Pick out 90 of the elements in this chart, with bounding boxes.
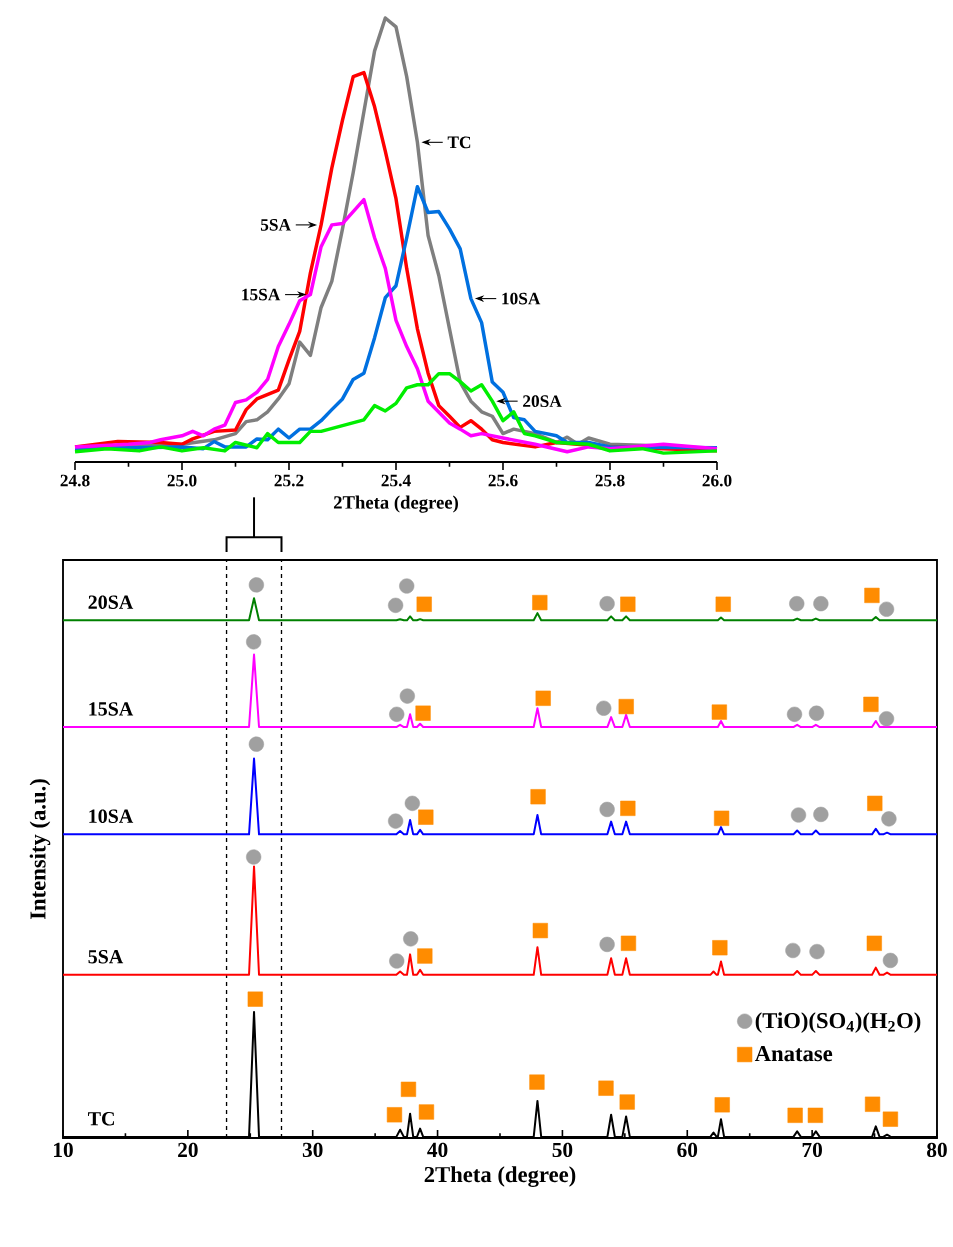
point — [404, 795, 420, 811]
point — [864, 587, 880, 603]
point — [599, 801, 615, 818]
point — [247, 991, 263, 1007]
point — [417, 948, 433, 964]
point — [403, 931, 419, 947]
point — [596, 700, 612, 716]
point — [882, 1111, 899, 1127]
point — [246, 634, 262, 650]
x-tick-label: 25.0 — [167, 474, 197, 487]
series-label: TC — [88, 1112, 114, 1126]
point — [620, 800, 636, 816]
series-label: 5SA — [260, 219, 291, 231]
point — [418, 809, 434, 825]
point — [389, 706, 405, 722]
point — [535, 690, 551, 706]
point — [878, 711, 895, 727]
point — [619, 1094, 635, 1110]
series-label: 15SA — [89, 702, 134, 716]
point — [714, 1097, 730, 1113]
x-tick-label: 10 — [54, 1142, 73, 1158]
x-tick-label: 25.8 — [595, 474, 625, 487]
point — [530, 789, 546, 805]
x-tick-label: 25.4 — [381, 474, 411, 487]
point — [399, 578, 415, 594]
point — [867, 795, 883, 811]
series-label: 20SA — [523, 395, 562, 408]
point — [787, 1107, 803, 1123]
series-label: 5SA — [88, 950, 124, 964]
point — [714, 810, 730, 826]
point — [416, 596, 432, 612]
x-tick-label: 25.2 — [274, 474, 304, 487]
legend-label: (TiO)(SO$_{4}$)(H$_{2}$O) — [755, 1012, 921, 1033]
point — [529, 1074, 545, 1090]
point — [712, 940, 728, 956]
point — [866, 935, 882, 951]
x-tick-label: 70 — [802, 1142, 822, 1158]
point — [598, 1080, 614, 1096]
x-tick-label: 26.0 — [702, 474, 732, 487]
series-label: 20SA — [88, 595, 134, 609]
point — [599, 936, 615, 953]
point — [807, 1107, 823, 1123]
point — [881, 811, 897, 827]
point — [246, 849, 262, 865]
x-tick-label: 20 — [178, 1142, 198, 1158]
x-tick-label: 60 — [677, 1142, 698, 1158]
point — [386, 1107, 403, 1123]
x-axis-title: 2Theta (degree) — [333, 495, 458, 513]
x-tick-label: 25.6 — [488, 474, 518, 487]
x-tick-label: 30 — [302, 1142, 323, 1158]
point — [620, 596, 636, 612]
x-tick-label: 80 — [927, 1142, 947, 1158]
point — [388, 597, 404, 613]
point — [864, 1096, 881, 1112]
series-label: 10SA — [89, 809, 134, 823]
y-axis-title: Intensity (a.u.) — [29, 779, 51, 920]
point — [813, 596, 829, 612]
point — [808, 705, 825, 721]
point — [400, 1081, 417, 1097]
point — [711, 704, 727, 720]
point — [389, 953, 405, 969]
point — [399, 688, 415, 704]
point — [618, 698, 634, 715]
legend-label: Anatase — [754, 1046, 833, 1062]
point — [786, 706, 803, 722]
point — [532, 922, 548, 939]
x-tick-label: 50 — [552, 1142, 573, 1158]
x-tick-label: 40 — [427, 1142, 448, 1158]
point — [790, 807, 807, 823]
point — [785, 942, 801, 959]
point — [248, 736, 264, 752]
point — [388, 813, 404, 829]
x-tick-label: 24.8 — [60, 474, 90, 487]
series-label: 10SA — [502, 292, 541, 305]
point — [599, 596, 615, 612]
point — [878, 601, 895, 617]
series-label: 15SA — [242, 288, 281, 301]
point — [415, 705, 431, 721]
point — [418, 1104, 435, 1120]
point — [532, 594, 548, 611]
point — [715, 596, 731, 612]
point — [882, 952, 899, 969]
point — [809, 943, 825, 960]
series-label: TC — [447, 136, 471, 149]
point — [813, 806, 829, 823]
point — [789, 596, 805, 612]
point — [863, 696, 879, 712]
point — [620, 935, 637, 951]
point — [248, 577, 264, 593]
x-axis-title: 2Theta (degree) — [424, 1166, 576, 1187]
